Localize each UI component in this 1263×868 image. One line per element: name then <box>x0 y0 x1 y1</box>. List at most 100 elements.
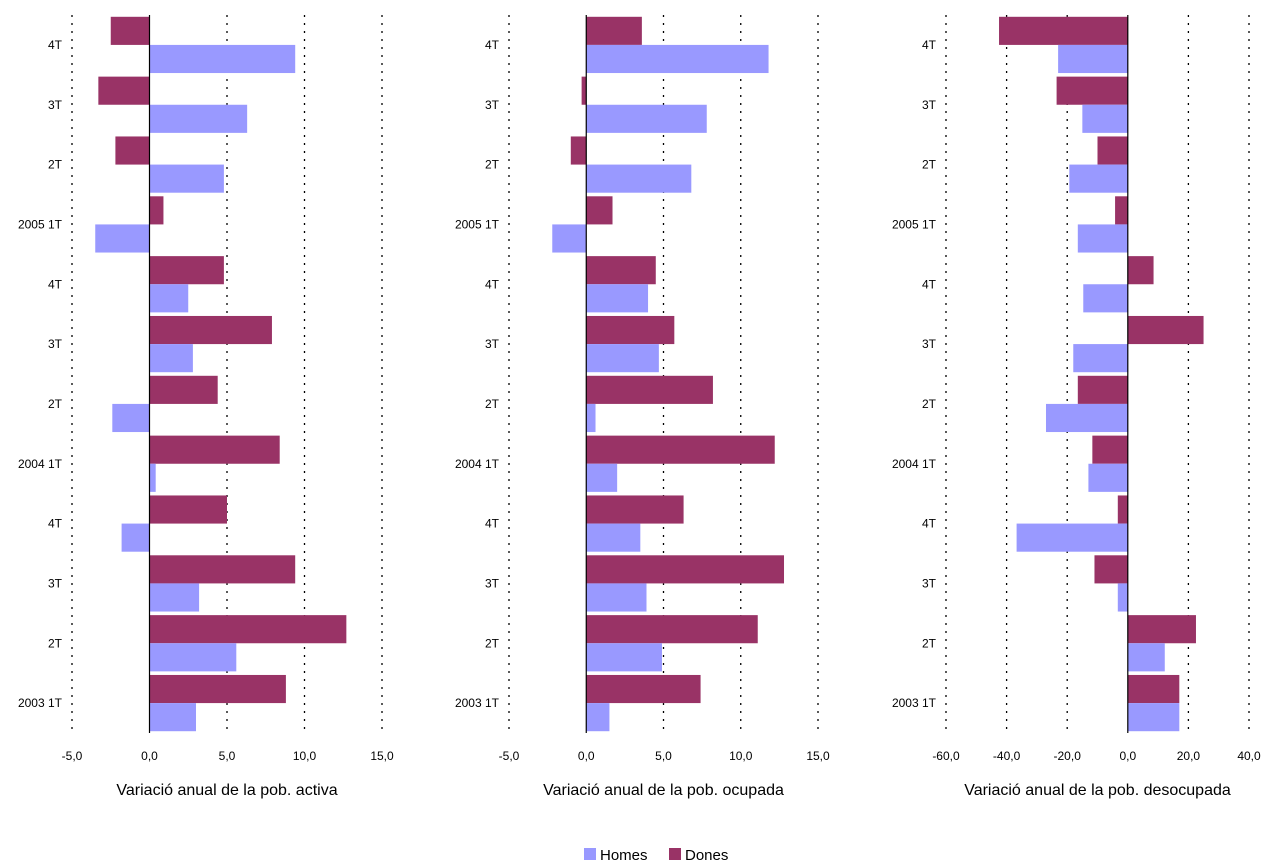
x-tick-label: 0,0 <box>578 749 595 763</box>
category-label: 2T <box>922 158 937 172</box>
bar-homes <box>1117 583 1128 612</box>
category-label: 4T <box>48 277 63 291</box>
bar-homes <box>1073 344 1128 373</box>
bar-dones <box>98 76 150 105</box>
bar-dones <box>149 674 286 704</box>
bar-dones <box>1117 495 1128 524</box>
x-tick-label: 5,0 <box>219 749 236 763</box>
bar-homes <box>586 643 662 672</box>
bar-homes <box>586 44 769 74</box>
category-label: 4T <box>922 277 937 291</box>
x-axis-title: Variació anual de la pob. activa <box>116 782 337 799</box>
x-tick-label: 0,0 <box>141 749 158 763</box>
bar-dones <box>586 495 684 524</box>
bar-dones <box>149 196 164 225</box>
bar-homes <box>586 523 641 552</box>
category-label: 2003 1T <box>892 696 937 710</box>
bar-dones <box>586 435 775 464</box>
bar-homes <box>1016 523 1128 552</box>
legend-swatch-dones <box>669 848 681 860</box>
bar-homes <box>586 344 659 373</box>
category-label: 4T <box>48 38 63 52</box>
bar-homes <box>586 703 610 732</box>
bar-dones <box>110 16 150 45</box>
bar-dones <box>115 136 150 165</box>
category-label: 3T <box>48 98 63 112</box>
bar-homes <box>149 583 200 612</box>
x-tick-label: 10,0 <box>729 749 753 763</box>
x-axis-title: Variació anual de la pob. desocupada <box>964 782 1231 799</box>
category-label: 4T <box>485 38 500 52</box>
category-label: 3T <box>48 337 63 351</box>
chart-panel-3: 2003 1T 2T 3T 4T 2004 1T 2T 3T 4T 2005 1T 2T 3T 4T -… <box>892 15 1261 799</box>
bar-homes <box>1083 284 1128 313</box>
category-label: 4T <box>485 517 500 531</box>
category-label: 3T <box>922 337 937 351</box>
category-label: 3T <box>485 337 500 351</box>
bar-homes <box>1088 463 1128 492</box>
category-label: 2T <box>485 158 500 172</box>
bar-dones <box>1094 555 1128 584</box>
bar-homes <box>586 463 618 492</box>
x-tick-label: -40,0 <box>993 749 1021 763</box>
bar-dones <box>1097 136 1128 165</box>
category-label: 3T <box>922 98 937 112</box>
x-tick-label: -5,0 <box>62 749 83 763</box>
bar-homes <box>149 284 189 313</box>
bar-dones <box>149 495 227 524</box>
bar-homes <box>121 523 150 552</box>
bar-dones <box>149 615 347 644</box>
bar-dones <box>1092 435 1128 464</box>
x-tick-label: 0,0 <box>1119 749 1136 763</box>
category-label: 2005 1T <box>892 217 937 231</box>
bar-homes <box>1127 703 1180 732</box>
category-label: 3T <box>485 576 500 590</box>
bar-homes <box>1045 403 1128 433</box>
legend-swatch-homes <box>584 848 596 860</box>
category-label: 2T <box>48 397 63 411</box>
bar-homes <box>149 164 224 193</box>
bar-dones <box>586 16 642 45</box>
bar-homes <box>149 44 296 74</box>
bar-dones <box>586 256 656 285</box>
bar-dones <box>149 375 218 404</box>
category-label: 2005 1T <box>18 217 63 231</box>
chart-panel-2: 2003 1T 2T 3T 4T 2004 1T 2T 3T 4T 2005 1T 2T 3T 4T -… <box>455 15 830 799</box>
category-label: 4T <box>922 517 937 531</box>
category-label: 2T <box>48 158 63 172</box>
bar-dones <box>149 555 296 584</box>
category-label: 3T <box>48 576 63 590</box>
bar-homes <box>586 164 692 193</box>
bar-homes <box>149 104 248 133</box>
x-tick-label: 10,0 <box>293 749 317 763</box>
category-label: 4T <box>48 517 63 531</box>
category-label: 2T <box>485 397 500 411</box>
x-axis-title: Variació anual de la pob. ocupada <box>543 782 784 799</box>
bar-homes <box>149 703 196 732</box>
bar-dones <box>1127 615 1196 644</box>
bar-homes <box>586 284 649 313</box>
bar-dones <box>1127 674 1180 704</box>
bar-homes <box>95 224 150 253</box>
bar-dones <box>586 375 713 404</box>
bar-homes <box>149 344 193 373</box>
category-label: 2003 1T <box>18 696 63 710</box>
bar-dones <box>586 315 675 345</box>
category-label: 3T <box>922 576 937 590</box>
x-tick-label: 20,0 <box>1177 749 1201 763</box>
category-label: 2005 1T <box>455 217 500 231</box>
bar-dones <box>586 615 758 644</box>
category-label: 2004 1T <box>892 457 937 471</box>
x-tick-label: -20,0 <box>1054 749 1082 763</box>
bar-homes <box>112 403 150 433</box>
bar-homes <box>552 224 587 253</box>
bar-dones <box>1077 375 1128 404</box>
bar-dones <box>149 435 280 464</box>
bar-homes <box>586 583 647 612</box>
x-tick-label: -5,0 <box>499 749 520 763</box>
x-tick-label: -60,0 <box>932 749 960 763</box>
bar-dones <box>581 76 587 105</box>
bar-dones <box>586 555 785 584</box>
